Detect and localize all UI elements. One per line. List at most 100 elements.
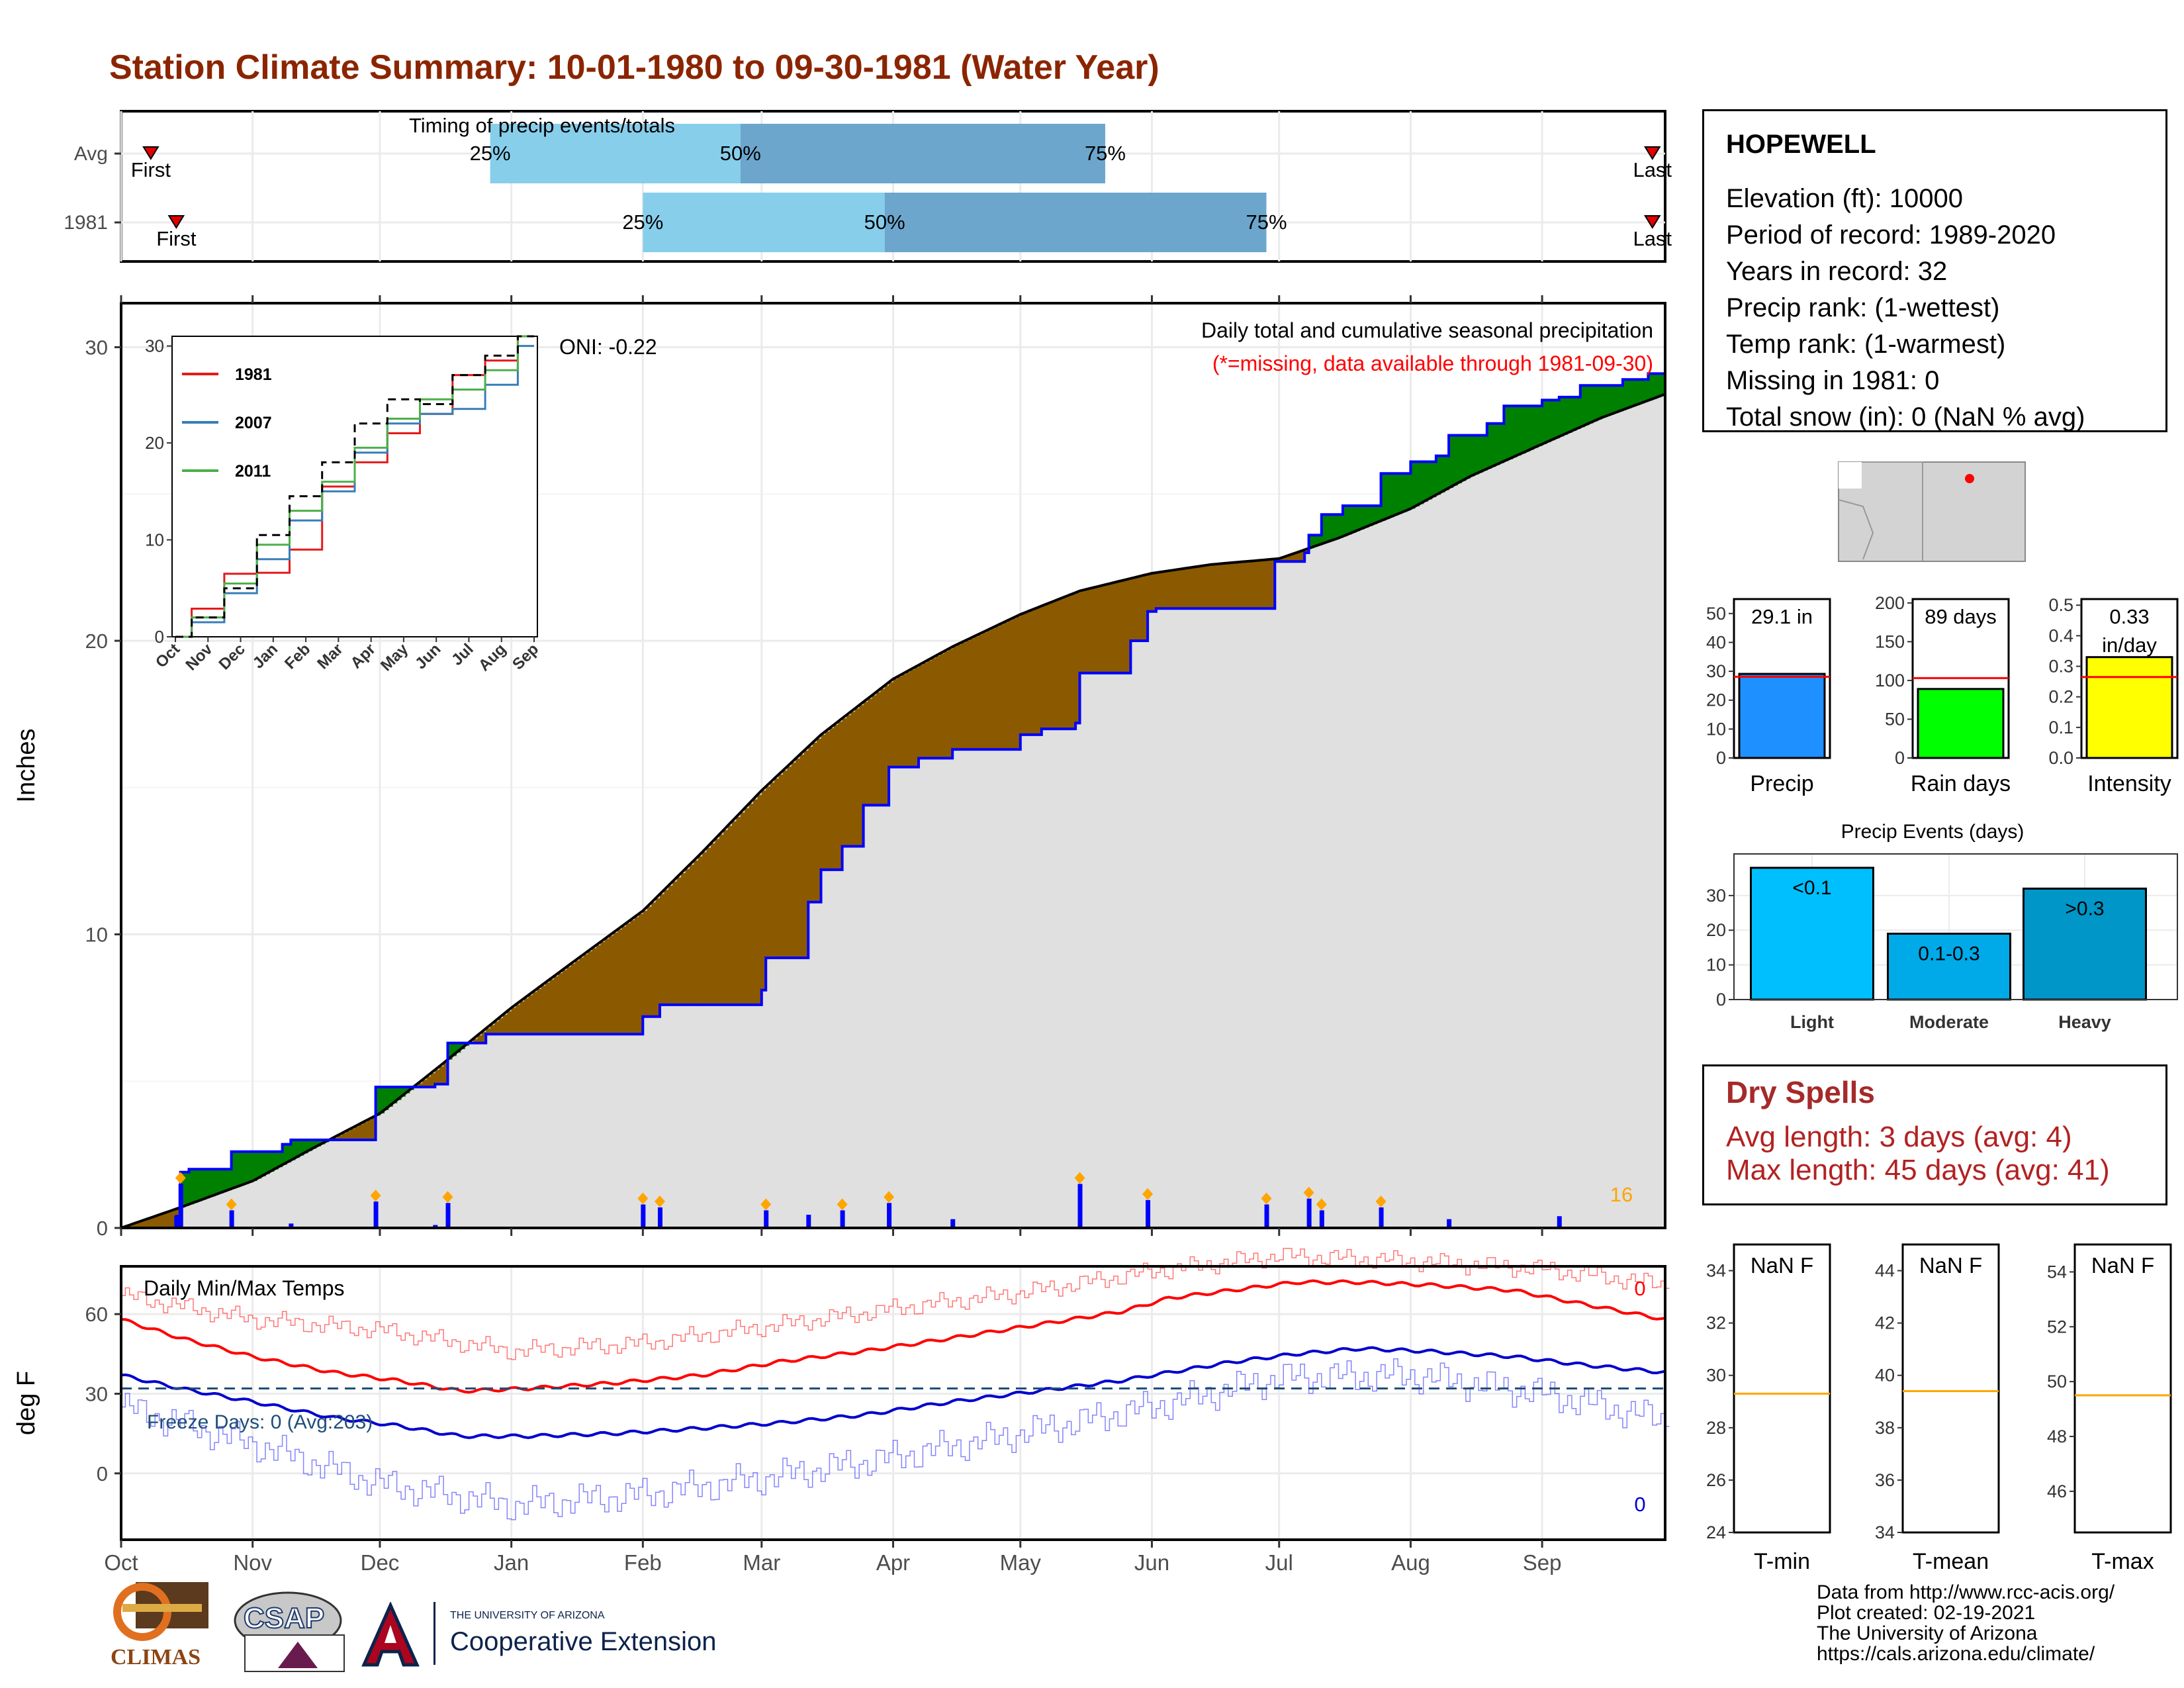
anomaly-fill bbox=[265, 1151, 270, 1174]
anomaly-fill bbox=[430, 1073, 435, 1088]
anomaly-fill bbox=[299, 1139, 304, 1156]
anomaly-fill bbox=[613, 932, 618, 1035]
anomaly-fill bbox=[146, 1219, 152, 1228]
anomaly-fill bbox=[1457, 435, 1462, 484]
temp-summary-axis-label: T-min bbox=[1754, 1549, 1810, 1574]
anomaly-fill bbox=[1550, 400, 1555, 441]
anomaly-fill bbox=[868, 698, 873, 806]
anomaly-fill bbox=[596, 945, 601, 1035]
anomaly-fill bbox=[1313, 535, 1318, 547]
events-tick-label: 30 bbox=[1706, 886, 1726, 906]
avg-cumulative-line bbox=[120, 393, 1666, 1229]
summary-value-label: 0.33 bbox=[2109, 605, 2149, 628]
anomaly-fill bbox=[999, 624, 1004, 750]
anomaly-fill bbox=[1194, 567, 1199, 609]
anomaly-fill bbox=[1368, 506, 1373, 526]
anomaly-fill bbox=[812, 742, 817, 902]
anomaly-fill bbox=[778, 774, 784, 958]
dry-spells-avg: Avg length: 3 days (avg: 4) bbox=[1726, 1121, 2072, 1153]
anomaly-fill bbox=[715, 839, 720, 1005]
anomaly-fill bbox=[1308, 535, 1314, 549]
anomaly-fill bbox=[969, 638, 974, 750]
anomaly-fill bbox=[1639, 379, 1645, 404]
anomaly-fill bbox=[197, 1169, 203, 1201]
anomaly-fill bbox=[443, 1062, 449, 1084]
anomaly-fill bbox=[1533, 406, 1539, 448]
summary-bars: 0 10 20 30 40 50 29.1 in Precip 0 50 100 150 200 89 d… bbox=[1706, 593, 2179, 796]
summary-axis-label: Rain days bbox=[1911, 771, 2011, 796]
anomaly-fill bbox=[1011, 618, 1017, 750]
summary-tick-label: 0.4 bbox=[2048, 626, 2073, 645]
station-detail-line: Years in record: 32 bbox=[1726, 257, 1948, 286]
temp-summary-tick-label: 32 bbox=[1706, 1313, 1726, 1333]
summary-tick-label: 10 bbox=[1706, 719, 1726, 739]
anomaly-fill bbox=[808, 746, 813, 902]
anomaly-fill bbox=[817, 738, 822, 902]
anomaly-fill bbox=[698, 856, 703, 1005]
anomaly-fill bbox=[516, 1004, 521, 1035]
daily-precip-bar bbox=[1077, 1184, 1083, 1228]
event-marker bbox=[1316, 1198, 1327, 1211]
anomaly-fill bbox=[897, 677, 902, 767]
anomaly-fill bbox=[1020, 614, 1025, 735]
anomaly-fill bbox=[1381, 473, 1386, 521]
anomaly-fill bbox=[236, 1151, 241, 1188]
precip-count-label: 16 bbox=[1610, 1183, 1633, 1206]
station-name: HOPEWELL bbox=[1726, 130, 1876, 159]
anomaly-fill bbox=[1203, 565, 1208, 609]
station-detail-line: Precip rank: (1-wettest) bbox=[1726, 293, 2000, 322]
anomaly-fill bbox=[901, 674, 907, 767]
ua-logo bbox=[361, 1601, 420, 1668]
anomaly-fill bbox=[727, 825, 733, 1005]
anomaly-fill bbox=[1500, 423, 1505, 463]
event-bar bbox=[2023, 887, 2147, 1001]
anomaly-fill bbox=[1033, 609, 1038, 735]
temp-summary-value: NaN F bbox=[1751, 1253, 1813, 1278]
anomaly-fill bbox=[1198, 566, 1203, 609]
anomaly-fill bbox=[1359, 506, 1365, 530]
anomaly-fill bbox=[273, 1151, 279, 1170]
anomaly-fill bbox=[1058, 599, 1064, 729]
anomaly-fill bbox=[1241, 561, 1246, 609]
anomaly-fill bbox=[214, 1169, 220, 1196]
temp-y-tick-label: 0 bbox=[97, 1462, 108, 1485]
anomaly-fill bbox=[1546, 400, 1551, 443]
anomaly-fill bbox=[761, 790, 766, 990]
temp-summary-tick-label: 24 bbox=[1706, 1523, 1726, 1542]
temp-summary-frame bbox=[1733, 1243, 1831, 1534]
summary-tick-label: 200 bbox=[1875, 593, 1905, 613]
anomaly-fill bbox=[418, 1083, 423, 1088]
anomaly-fill bbox=[523, 998, 529, 1035]
summary-bar bbox=[1738, 673, 1826, 759]
anomaly-fill bbox=[1444, 455, 1449, 491]
anomaly-fill bbox=[1169, 571, 1174, 609]
daily-precip-bar bbox=[373, 1201, 379, 1228]
anomaly-fill bbox=[655, 898, 660, 1017]
daily-precip-bar bbox=[1447, 1219, 1452, 1228]
anomaly-fill bbox=[142, 1220, 148, 1228]
anomaly-fill bbox=[1410, 461, 1416, 509]
anomaly-fill bbox=[1372, 506, 1377, 524]
anomaly-fill bbox=[995, 626, 1000, 750]
anomaly-fill bbox=[668, 886, 673, 1005]
anomaly-fill bbox=[486, 1028, 491, 1035]
anomaly-fill bbox=[1287, 555, 1293, 562]
anomaly-fill bbox=[545, 982, 550, 1035]
anomaly-fill bbox=[651, 902, 657, 1017]
anomaly-fill bbox=[1486, 423, 1492, 469]
anomaly-fill bbox=[447, 1043, 453, 1060]
anomaly-fill bbox=[1122, 580, 1127, 673]
anomaly-fill bbox=[1224, 563, 1229, 609]
anomaly-fill bbox=[1215, 564, 1220, 609]
anomaly-fill bbox=[1635, 379, 1641, 406]
event-marker bbox=[442, 1191, 453, 1203]
anomaly-fill bbox=[363, 1122, 368, 1140]
anomaly-fill bbox=[723, 830, 729, 1005]
y-tick-label: 20 bbox=[85, 630, 108, 653]
anomaly-fill bbox=[1075, 592, 1081, 724]
anomaly-fill bbox=[350, 1129, 355, 1140]
anomaly-fill bbox=[558, 973, 563, 1035]
anomaly-fill bbox=[1326, 514, 1331, 543]
max-count-label: 0 bbox=[1634, 1277, 1645, 1300]
anomaly-fill bbox=[621, 926, 627, 1035]
